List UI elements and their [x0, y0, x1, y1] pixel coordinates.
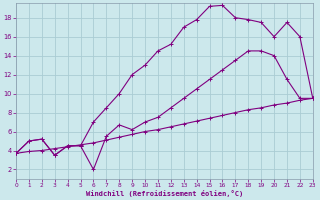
- X-axis label: Windchill (Refroidissement éolien,°C): Windchill (Refroidissement éolien,°C): [86, 190, 243, 197]
